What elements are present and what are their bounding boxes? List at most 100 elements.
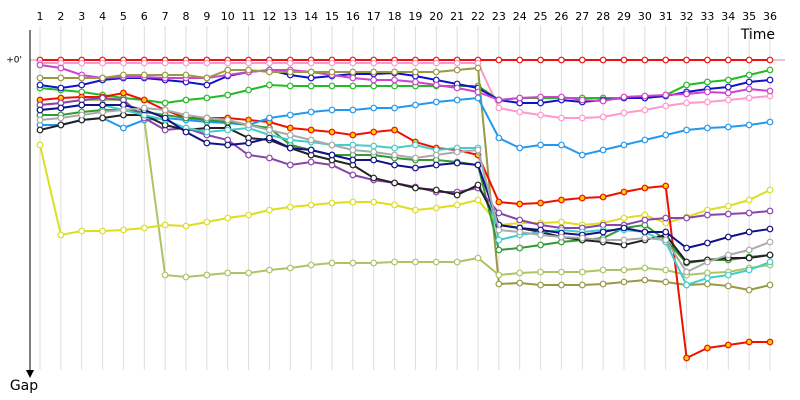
point bbox=[328, 68, 336, 76]
point bbox=[641, 228, 649, 236]
point bbox=[537, 93, 544, 101]
point bbox=[662, 131, 670, 139]
point bbox=[370, 68, 378, 76]
point bbox=[578, 56, 586, 64]
point bbox=[453, 59, 461, 67]
point bbox=[662, 91, 670, 99]
point bbox=[412, 184, 419, 192]
point bbox=[704, 344, 711, 352]
x-tick-label: 5 bbox=[120, 10, 127, 23]
point bbox=[745, 121, 753, 129]
point bbox=[328, 141, 336, 149]
point bbox=[57, 114, 65, 122]
point bbox=[349, 198, 357, 206]
point bbox=[57, 84, 65, 92]
point bbox=[391, 68, 398, 76]
point bbox=[391, 258, 398, 266]
point bbox=[495, 226, 503, 234]
point bbox=[683, 90, 690, 98]
point bbox=[203, 218, 211, 226]
series-layer bbox=[36, 56, 774, 362]
point bbox=[120, 89, 127, 97]
point bbox=[182, 96, 190, 104]
x-tick-label: 19 bbox=[408, 10, 422, 23]
point bbox=[745, 209, 753, 217]
point bbox=[662, 278, 670, 286]
point bbox=[349, 156, 357, 164]
x-tick-label: 24 bbox=[513, 10, 527, 23]
point bbox=[391, 161, 398, 169]
point bbox=[349, 106, 357, 114]
point bbox=[578, 114, 586, 122]
point bbox=[766, 238, 774, 246]
point bbox=[140, 59, 148, 67]
series-line bbox=[39, 104, 771, 250]
point bbox=[99, 101, 106, 109]
point bbox=[286, 59, 294, 67]
point bbox=[495, 104, 503, 112]
point bbox=[704, 124, 711, 132]
point bbox=[391, 126, 398, 134]
point bbox=[453, 66, 461, 74]
point bbox=[286, 111, 294, 119]
point bbox=[182, 59, 190, 67]
x-tick-label: 4 bbox=[99, 10, 106, 23]
point bbox=[599, 280, 607, 288]
point bbox=[78, 227, 86, 235]
x-tick-label: 31 bbox=[659, 10, 673, 23]
point bbox=[391, 201, 398, 209]
point bbox=[266, 206, 273, 214]
point bbox=[182, 128, 190, 136]
point bbox=[245, 211, 252, 219]
point bbox=[558, 268, 565, 276]
point bbox=[266, 59, 273, 67]
series-line bbox=[39, 144, 771, 237]
point bbox=[391, 59, 398, 67]
point bbox=[224, 126, 232, 134]
point bbox=[99, 94, 106, 102]
point bbox=[641, 184, 649, 192]
point bbox=[36, 141, 44, 149]
x-tick-label: 32 bbox=[680, 10, 694, 23]
point bbox=[620, 278, 628, 286]
point bbox=[724, 89, 732, 97]
point bbox=[57, 121, 65, 129]
x-axis-label: Time bbox=[740, 27, 775, 43]
point bbox=[599, 228, 607, 236]
point bbox=[161, 99, 169, 107]
point bbox=[203, 139, 211, 147]
point bbox=[558, 114, 565, 122]
point bbox=[745, 85, 753, 93]
point bbox=[620, 141, 628, 149]
point bbox=[307, 261, 315, 269]
point bbox=[453, 96, 461, 104]
point bbox=[432, 151, 440, 159]
point bbox=[662, 214, 670, 222]
point bbox=[120, 106, 127, 114]
point bbox=[412, 154, 419, 162]
point bbox=[245, 59, 252, 67]
point bbox=[432, 59, 440, 67]
point bbox=[36, 106, 44, 114]
point bbox=[182, 222, 190, 230]
point bbox=[412, 101, 419, 109]
point bbox=[370, 59, 378, 67]
point bbox=[245, 86, 252, 94]
point bbox=[391, 82, 398, 90]
point bbox=[266, 114, 273, 122]
point bbox=[182, 111, 190, 119]
point bbox=[745, 266, 753, 274]
point bbox=[328, 259, 336, 267]
point bbox=[620, 214, 628, 222]
point bbox=[286, 144, 294, 152]
point bbox=[432, 186, 440, 194]
point bbox=[78, 59, 86, 67]
point bbox=[286, 131, 294, 139]
y-axis-label: Gap bbox=[10, 378, 38, 394]
point bbox=[203, 81, 211, 89]
point bbox=[391, 179, 398, 187]
point bbox=[412, 164, 419, 172]
series-line bbox=[39, 106, 771, 274]
point bbox=[704, 56, 711, 64]
point bbox=[57, 231, 65, 239]
